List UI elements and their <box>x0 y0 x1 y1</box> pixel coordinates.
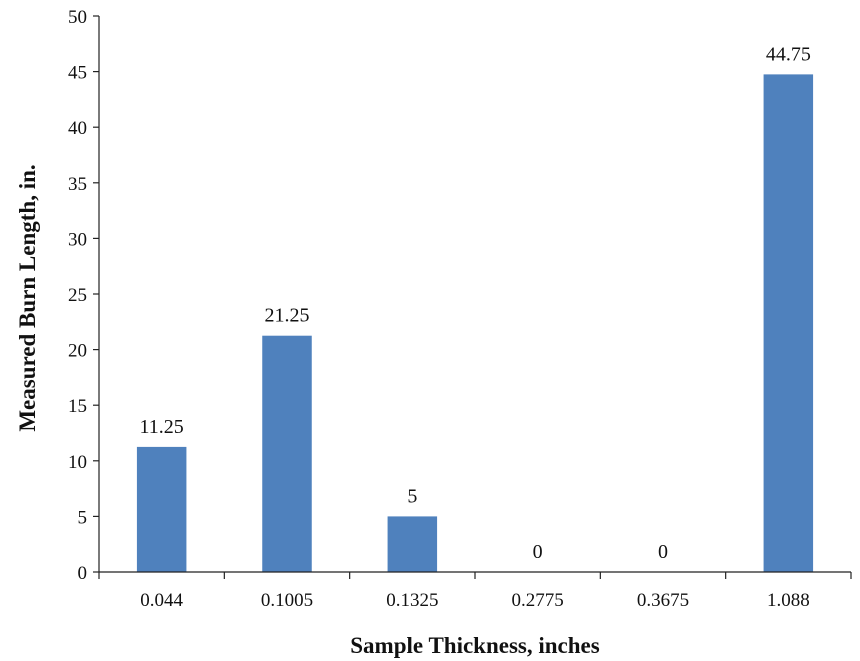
bars <box>136 74 814 572</box>
x-tick-label: 0.1325 <box>386 590 438 611</box>
data-label: 5 <box>407 485 417 507</box>
y-axis-title: Measured Burn Length, in. <box>15 164 40 431</box>
bar <box>387 516 438 572</box>
x-axis-title: Sample Thickness, inches <box>350 633 599 658</box>
x-tick-label: 0.044 <box>140 590 183 611</box>
x-tick-label: 0.3675 <box>637 590 689 611</box>
y-tick-label: 40 <box>68 118 87 139</box>
y-tick-label: 15 <box>68 396 87 417</box>
y-tick-label: 0 <box>78 563 88 584</box>
y-tick-label: 45 <box>68 63 87 84</box>
data-label: 44.75 <box>766 43 811 65</box>
y-axis-ticks: 0 5 10 15 20 25 30 35 40 45 50 <box>68 7 99 584</box>
y-tick-label: 25 <box>68 285 87 306</box>
x-tick-label: 0.1005 <box>261 590 313 611</box>
data-label: 11.25 <box>140 416 184 438</box>
x-axis-ticks: 0.044 0.1005 0.1325 0.2775 0.3675 1.088 <box>98 572 852 611</box>
y-tick-label: 35 <box>68 174 87 195</box>
y-tick-label: 50 <box>68 7 87 28</box>
y-tick-label: 5 <box>78 507 88 528</box>
data-label: 21.25 <box>265 305 310 327</box>
data-label: 0 <box>533 541 543 563</box>
y-tick-label: 30 <box>68 229 87 250</box>
y-tick-label: 10 <box>68 452 87 473</box>
y-tick-label: 20 <box>68 341 87 362</box>
x-tick-label: 1.088 <box>767 590 810 611</box>
bar <box>763 74 814 572</box>
data-label: 0 <box>658 541 668 563</box>
bar <box>262 335 312 572</box>
bar <box>136 446 187 572</box>
data-labels: 11.25 21.25 5 0 0 44.75 <box>140 43 811 563</box>
x-tick-label: 0.2775 <box>512 590 564 611</box>
